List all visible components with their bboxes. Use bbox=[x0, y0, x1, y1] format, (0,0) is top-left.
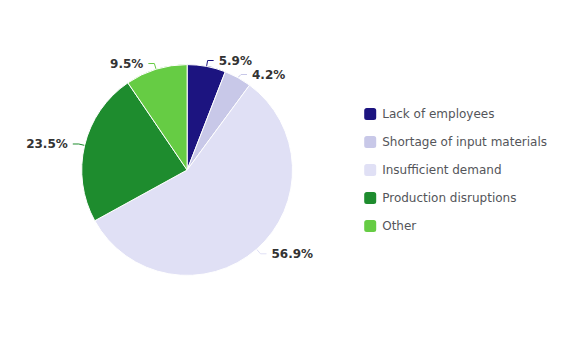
svg-text:5.9%: 5.9% bbox=[219, 54, 252, 68]
svg-text:Other: Other bbox=[382, 219, 416, 233]
svg-text:23.5%: 23.5% bbox=[26, 137, 68, 151]
svg-text:56.9%: 56.9% bbox=[272, 247, 314, 261]
svg-text:Production disruptions: Production disruptions bbox=[382, 191, 516, 205]
svg-text:Lack of employees: Lack of employees bbox=[382, 107, 494, 121]
svg-text:Shortage of input materials: Shortage of input materials bbox=[382, 135, 547, 149]
svg-text:4.2%: 4.2% bbox=[252, 68, 285, 82]
svg-text:9.5%: 9.5% bbox=[110, 57, 143, 71]
svg-text:Insufficient demand: Insufficient demand bbox=[382, 163, 501, 177]
